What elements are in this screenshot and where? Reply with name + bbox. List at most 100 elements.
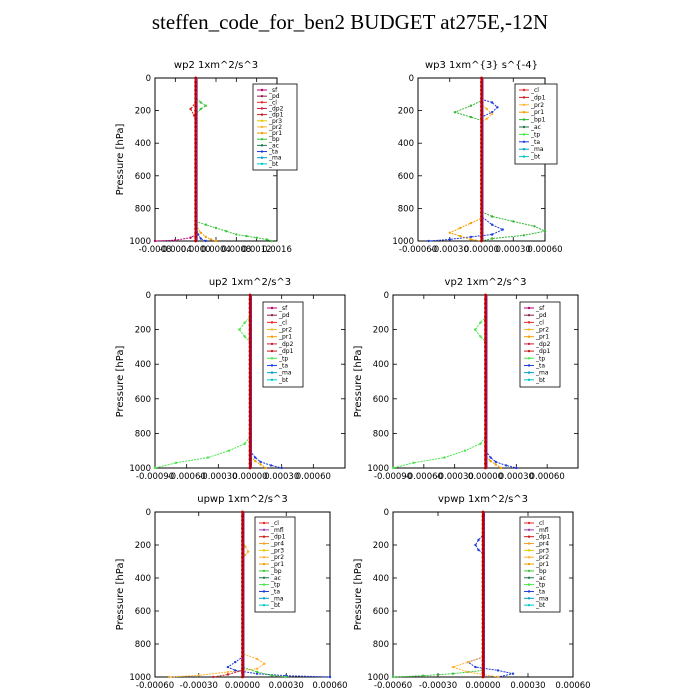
legend-marker-dp2 — [527, 342, 531, 346]
legend-marker-ma — [262, 597, 266, 600]
legend-label-dp1: _dp1 — [535, 348, 551, 355]
zero-profile-marker — [194, 186, 198, 190]
zero-profile-marker — [194, 223, 198, 227]
zero-profile-marker — [194, 141, 198, 145]
series-line-pr2 — [169, 512, 266, 678]
zero-profile-marker — [481, 527, 485, 530]
legend-label-cl: _cl — [278, 319, 287, 326]
legend-label-pr2: _pr2 — [530, 102, 544, 109]
legend-marker-pr1 — [522, 111, 526, 114]
zero-profile-marker — [484, 297, 487, 301]
zero-profile-marker — [194, 117, 198, 121]
series-point-bp — [214, 226, 218, 230]
legend-label-ac: _ac — [270, 575, 281, 582]
zero-profile-marker — [248, 401, 252, 405]
legend-label-ma: _ma — [278, 370, 292, 377]
legend-label-dp1: _dp1 — [530, 94, 546, 101]
series-point-dp1 — [189, 107, 192, 111]
series-point-pr1 — [459, 226, 462, 230]
zero-profile-marker — [484, 315, 487, 318]
legend-label-bt: _bt — [270, 602, 281, 609]
legend-marker-pr4 — [527, 542, 531, 545]
series-point-bp1 — [453, 111, 457, 114]
zero-profile-marker — [194, 101, 198, 104]
zero-profile-marker — [480, 223, 483, 227]
zero-profile-marker — [241, 655, 244, 658]
zero-profile-marker — [248, 432, 252, 435]
zero-profile-marker — [480, 158, 483, 161]
zero-profile-marker — [480, 215, 483, 218]
zero-profile-marker — [248, 354, 252, 357]
series-point-ta — [234, 669, 237, 672]
zero-profile-marker — [484, 440, 487, 444]
series-point-tp — [243, 321, 246, 324]
legend-marker-pr3 — [527, 549, 531, 552]
series-point-bp — [199, 107, 202, 111]
legend-marker-bt — [527, 378, 531, 382]
legend-marker-cl — [527, 321, 531, 324]
series-point-bp — [270, 239, 274, 243]
zero-profile-marker — [484, 349, 487, 353]
zero-profile-marker — [480, 207, 483, 210]
series-point-bp — [421, 674, 425, 677]
zero-profile-marker — [484, 293, 487, 297]
zero-profile-marker — [480, 97, 483, 100]
zero-profile-marker — [241, 576, 244, 580]
legend-marker-bp1 — [522, 118, 526, 121]
zero-profile-marker — [481, 642, 485, 646]
y-tick-label: 0 — [146, 508, 151, 518]
zero-profile-marker — [194, 194, 198, 198]
y-tick-label: 600 — [398, 172, 414, 182]
y-tick-label: 800 — [373, 429, 389, 439]
zero-profile-marker — [248, 397, 252, 401]
x-tick-label: 0.00030 — [499, 472, 534, 482]
zero-profile-marker — [481, 597, 485, 600]
zero-profile-marker — [248, 297, 252, 301]
legend-label-pd: _pd — [268, 93, 280, 100]
zero-profile-marker — [241, 622, 244, 625]
x-tick-label: -0.0004 — [159, 245, 192, 255]
legend-marker-pr2 — [527, 328, 531, 331]
zero-profile-marker — [484, 462, 487, 466]
x-tick-label: 0.00030 — [264, 472, 299, 482]
series-point-pr2 — [263, 662, 266, 665]
legend-label-tp: _tp — [535, 582, 545, 589]
zero-profile-marker — [241, 580, 244, 584]
zero-profile-marker — [241, 675, 244, 679]
series-point-bp1 — [512, 220, 515, 223]
legend-label-tp: _tp — [270, 582, 280, 589]
series-point-sf — [174, 239, 177, 242]
y-tick-label: 200 — [135, 326, 151, 336]
zero-profile-marker — [480, 76, 483, 80]
legend-marker-cl — [522, 88, 526, 92]
legend-label-dp1: _dp1 — [270, 534, 286, 541]
legend-label-pd: _pd — [278, 312, 290, 319]
zero-profile-marker — [484, 302, 487, 305]
zero-profile-marker — [484, 328, 487, 331]
zero-profile-marker — [194, 219, 198, 223]
panel-title: vp2 1xm^2/s^3 — [445, 277, 527, 288]
legend-marker-pr1 — [527, 335, 531, 338]
zero-profile-marker — [194, 239, 198, 243]
legend-marker-tp — [527, 357, 531, 360]
series-point-bp — [245, 234, 248, 238]
series-line-tp — [392, 295, 486, 469]
series-point-pr2 — [244, 553, 247, 557]
zero-profile-marker — [248, 458, 252, 461]
zero-profile-marker — [481, 564, 485, 567]
x-tick-label: 0.00030 — [269, 681, 304, 691]
series-point-pr1 — [469, 238, 473, 241]
series-point-ta — [477, 538, 480, 542]
legend-marker-bt — [522, 155, 526, 158]
x-tick-label: -0.00030 — [436, 472, 474, 482]
zero-profile-marker — [248, 310, 252, 314]
series-point-tp — [238, 328, 241, 331]
zero-profile-marker — [480, 113, 483, 117]
legend-marker-pr2 — [522, 103, 526, 107]
legend-label-ta: _ta — [530, 139, 540, 146]
series-line-dp1 — [213, 512, 243, 678]
zero-profile-marker — [248, 427, 252, 431]
series-point-pr2 — [485, 117, 488, 121]
x-tick-label: -0.00060 — [405, 472, 443, 482]
zero-profile-marker — [194, 145, 198, 149]
